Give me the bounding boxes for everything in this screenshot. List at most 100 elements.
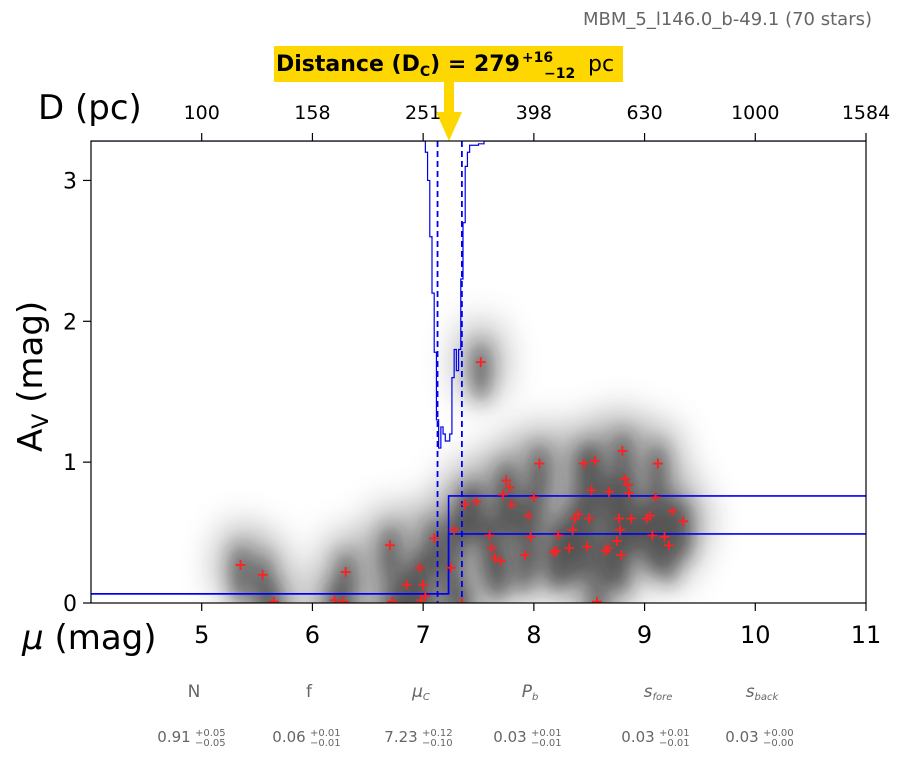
star-marker	[501, 475, 512, 486]
x-tick-label: 6	[305, 621, 320, 649]
param-value: 0.03	[621, 728, 654, 746]
star-marker	[235, 559, 246, 570]
param-name: N	[188, 682, 201, 702]
star-marker	[486, 543, 497, 554]
density-blob-core	[384, 581, 400, 603]
star-marker	[340, 567, 351, 578]
star-marker	[445, 562, 456, 573]
param-value: 7.23	[384, 728, 417, 746]
distance-banner: Distance (DC) = 279 +16 −12 pc	[274, 46, 623, 141]
density-blob-core	[492, 540, 509, 601]
density-blob-core	[589, 581, 605, 603]
density-blob-core	[254, 554, 271, 603]
density-blob-core	[337, 552, 354, 603]
plot-area	[91, 141, 866, 603]
star-marker	[484, 530, 495, 541]
star-marker	[652, 458, 663, 469]
star-marker	[582, 541, 592, 552]
param-lower-error: −0.00	[763, 738, 794, 749]
top-tick-label: 158	[294, 102, 330, 124]
star-marker	[578, 458, 589, 469]
star-marker	[553, 530, 564, 541]
density-blob-core	[426, 518, 443, 579]
param-name: f	[306, 682, 313, 702]
star-marker	[414, 562, 425, 573]
star-marker	[622, 479, 633, 490]
star-marker	[584, 513, 595, 524]
distance-arrow-shaft	[444, 82, 454, 112]
star-marker	[429, 533, 440, 544]
top-axis-title: D (pc)	[38, 88, 142, 128]
star-marker	[504, 482, 515, 493]
distance-upper-error: +16	[522, 50, 553, 66]
y-tick-label: 0	[63, 592, 77, 617]
top-tick-label: 630	[626, 102, 662, 124]
top-tick-label: 1584	[842, 102, 890, 124]
star-marker	[678, 516, 689, 527]
star-marker	[490, 552, 501, 563]
star-marker	[418, 579, 429, 590]
star-marker	[591, 596, 602, 603]
x-tick-label: 5	[194, 621, 209, 649]
top-tick-label: 100	[184, 102, 220, 124]
y-tick-label: 3	[63, 169, 77, 194]
density-blob-core	[232, 544, 249, 603]
x-tick-label: 8	[526, 621, 541, 649]
x-axis-title: μ (mag)	[21, 618, 157, 658]
star-marker	[525, 531, 536, 542]
x-tick-label: 11	[851, 621, 882, 649]
model-lines	[91, 141, 866, 603]
param-upper-error: +0.00	[763, 728, 794, 739]
star-marker	[268, 596, 279, 603]
distance-banner-text: Distance (DC) = 279 +16	[276, 50, 553, 80]
param-value: 0.06	[272, 728, 305, 746]
star-marker	[329, 595, 340, 603]
star-marker	[615, 524, 626, 535]
param-upper-error: +0.01	[310, 728, 341, 739]
star-marker	[626, 513, 637, 524]
star-marker	[616, 550, 627, 561]
density-blob-core	[468, 481, 485, 542]
star-marker	[387, 596, 398, 603]
param-upper-error: +0.12	[422, 728, 453, 739]
y-axis: 0 1 2 3	[63, 169, 91, 617]
star-marker	[564, 543, 575, 554]
param-upper-error: +0.05	[195, 728, 226, 739]
density-blob-core	[623, 498, 640, 559]
star-marker	[663, 540, 674, 551]
star-markers	[235, 357, 689, 603]
star-marker	[573, 509, 584, 520]
param-upper-error: +0.01	[659, 728, 690, 739]
param-name: μC	[411, 682, 430, 703]
star-marker	[619, 474, 630, 485]
star-marker	[551, 545, 561, 556]
star-marker	[611, 536, 622, 547]
density-blob-core	[472, 342, 489, 403]
density-blob-core	[266, 581, 282, 603]
star-marker	[449, 524, 460, 535]
distance-unit: pc	[588, 52, 614, 77]
top-tick-label: 1000	[731, 102, 779, 124]
star-marker	[523, 510, 534, 521]
distance-lower-error: −12	[544, 66, 575, 82]
star-marker	[506, 499, 517, 510]
star-marker	[497, 489, 508, 500]
plot-frame	[90, 140, 867, 604]
star-marker	[257, 569, 268, 580]
star-marker	[586, 485, 597, 496]
cloud-label: MBM_5_l146.0_b-49.1 (70 stars)	[583, 9, 872, 30]
star-marker	[614, 513, 625, 524]
star-marker	[338, 596, 349, 603]
star-marker	[528, 492, 539, 503]
param-lower-error: −0.01	[310, 738, 341, 749]
star-marker	[604, 486, 615, 497]
density-blob-core	[613, 535, 630, 596]
star-marker	[647, 530, 658, 541]
star-marker	[645, 510, 656, 521]
x-tick-label: 9	[637, 621, 652, 649]
y-tick-label: 1	[63, 451, 77, 476]
param-value: 0.03	[493, 728, 526, 746]
posterior-histogram	[423, 141, 866, 449]
star-marker	[471, 496, 482, 507]
